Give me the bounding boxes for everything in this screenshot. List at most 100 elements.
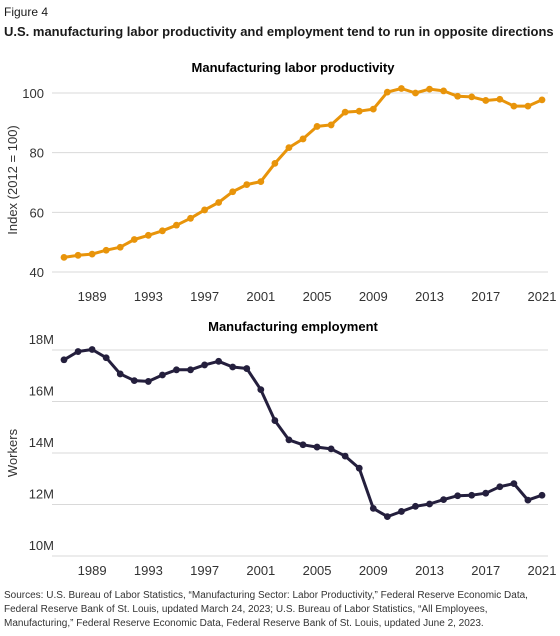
data-point [159,227,166,235]
figure-label: Figure 4 [4,5,49,19]
x-tick-label: 2009 [359,563,388,578]
data-point [201,361,208,369]
x-tick-label: 2009 [359,289,388,304]
data-point [327,445,335,453]
productivity-gridlines [52,92,548,273]
data-point [159,371,166,379]
employment-y-ticks: 10M 12M 14M 16M 18M [29,332,54,553]
data-point [398,85,405,92]
productivity-chart-title: Manufacturing labor productivity [192,60,396,75]
data-point [60,253,68,261]
x-tick-label: 1997 [190,563,219,578]
data-point [215,357,223,365]
data-point [440,496,447,504]
y-tick-label: 60 [30,205,44,220]
data-point [271,417,279,424]
x-tick-label: 1993 [134,563,163,578]
productivity-points [60,85,546,261]
data-point [285,436,293,444]
data-point [383,88,391,96]
data-point [257,178,265,186]
data-point [355,107,363,115]
data-point [524,496,532,504]
data-point [313,123,321,130]
employment-y-axis-label: Workers [5,428,20,477]
data-point [538,96,546,104]
data-point [74,348,82,355]
x-tick-label: 2001 [246,289,275,304]
data-point [482,489,490,497]
x-tick-label: 2005 [303,289,332,304]
data-point [187,366,194,374]
productivity-y-ticks: 40 60 80 100 [22,86,44,280]
data-point [369,504,377,512]
data-point [102,354,110,362]
data-point [426,85,433,93]
y-tick-label: 14M [29,435,54,450]
x-tick-label: 1989 [78,289,107,304]
data-point [116,243,124,251]
data-point [412,502,419,510]
data-point [173,221,180,229]
data-point [116,370,124,378]
data-point [187,214,194,222]
data-point [454,92,462,100]
x-tick-label: 2013 [415,563,444,578]
data-point [454,492,462,500]
y-tick-label: 10M [29,538,54,553]
data-point [426,500,433,508]
x-tick-label: 1993 [134,289,163,304]
x-tick-label: 2021 [528,563,557,578]
data-point [88,250,96,258]
data-point [60,356,68,364]
data-point [201,206,208,214]
employment-gridlines [52,349,548,557]
data-point [412,89,419,97]
data-point [299,135,307,143]
data-point [243,181,251,188]
data-point [144,378,152,385]
data-point [313,443,321,451]
productivity-x-ticks: 1989 1993 1997 2001 2005 2009 2013 2017 2021 [78,289,557,304]
data-point [341,108,349,116]
data-point [355,464,363,472]
data-point [341,452,349,460]
data-point [496,95,504,103]
data-point [496,483,504,491]
data-point [468,93,476,101]
figure-title: U.S. manufacturing labor productivity an… [4,24,554,39]
data-point [299,441,307,449]
data-point [524,102,532,110]
data-point [440,87,447,95]
x-tick-label: 2013 [415,289,444,304]
data-point [271,160,279,167]
x-tick-label: 2017 [471,563,500,578]
data-point [398,508,405,515]
employment-chart-title: Manufacturing employment [208,319,378,334]
employment-series-line [63,348,543,519]
data-point [383,513,391,521]
data-point [74,251,82,259]
data-point [285,144,293,151]
productivity-y-axis-label: Index (2012 = 100) [5,125,20,235]
data-point [229,188,237,196]
y-tick-label: 80 [30,146,44,161]
data-point [538,491,546,499]
x-tick-label: 1997 [190,289,219,304]
data-point [369,105,377,113]
data-point [510,102,518,110]
employment-chart: Manufacturing employment Workers 10M12M1… [5,319,556,578]
data-point [229,363,237,371]
x-tick-label: 2001 [246,563,275,578]
data-point [102,246,110,254]
data-point [468,491,476,499]
data-point [130,377,138,385]
y-tick-label: 100 [22,86,44,101]
data-point [510,480,518,488]
data-point [327,121,335,129]
employment-x-ticks: 1989 1993 1997 2001 2005 2009 2013 2017 2021 [78,563,557,578]
data-point [173,366,180,374]
x-tick-label: 2021 [528,289,557,304]
data-point [130,236,138,243]
